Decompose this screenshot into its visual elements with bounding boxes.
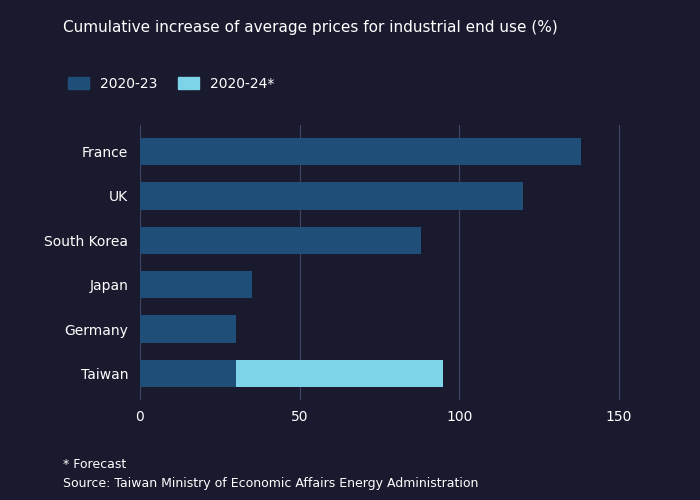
Bar (140, 271, 252, 298)
Legend: 2020-23, 2020-24*: 2020-23, 2020-24* (62, 72, 280, 96)
Bar (140, 360, 236, 387)
Text: * Forecast: * Forecast (63, 458, 126, 470)
Bar (140, 226, 421, 254)
Text: Cumulative increase of average prices for industrial end use (%): Cumulative increase of average prices fo… (63, 20, 558, 35)
Bar (140, 182, 524, 210)
Bar (236, 360, 443, 387)
Text: Source: Taiwan Ministry of Economic Affairs Energy Administration: Source: Taiwan Ministry of Economic Affa… (63, 478, 478, 490)
Bar (140, 138, 581, 166)
Bar (140, 316, 236, 343)
